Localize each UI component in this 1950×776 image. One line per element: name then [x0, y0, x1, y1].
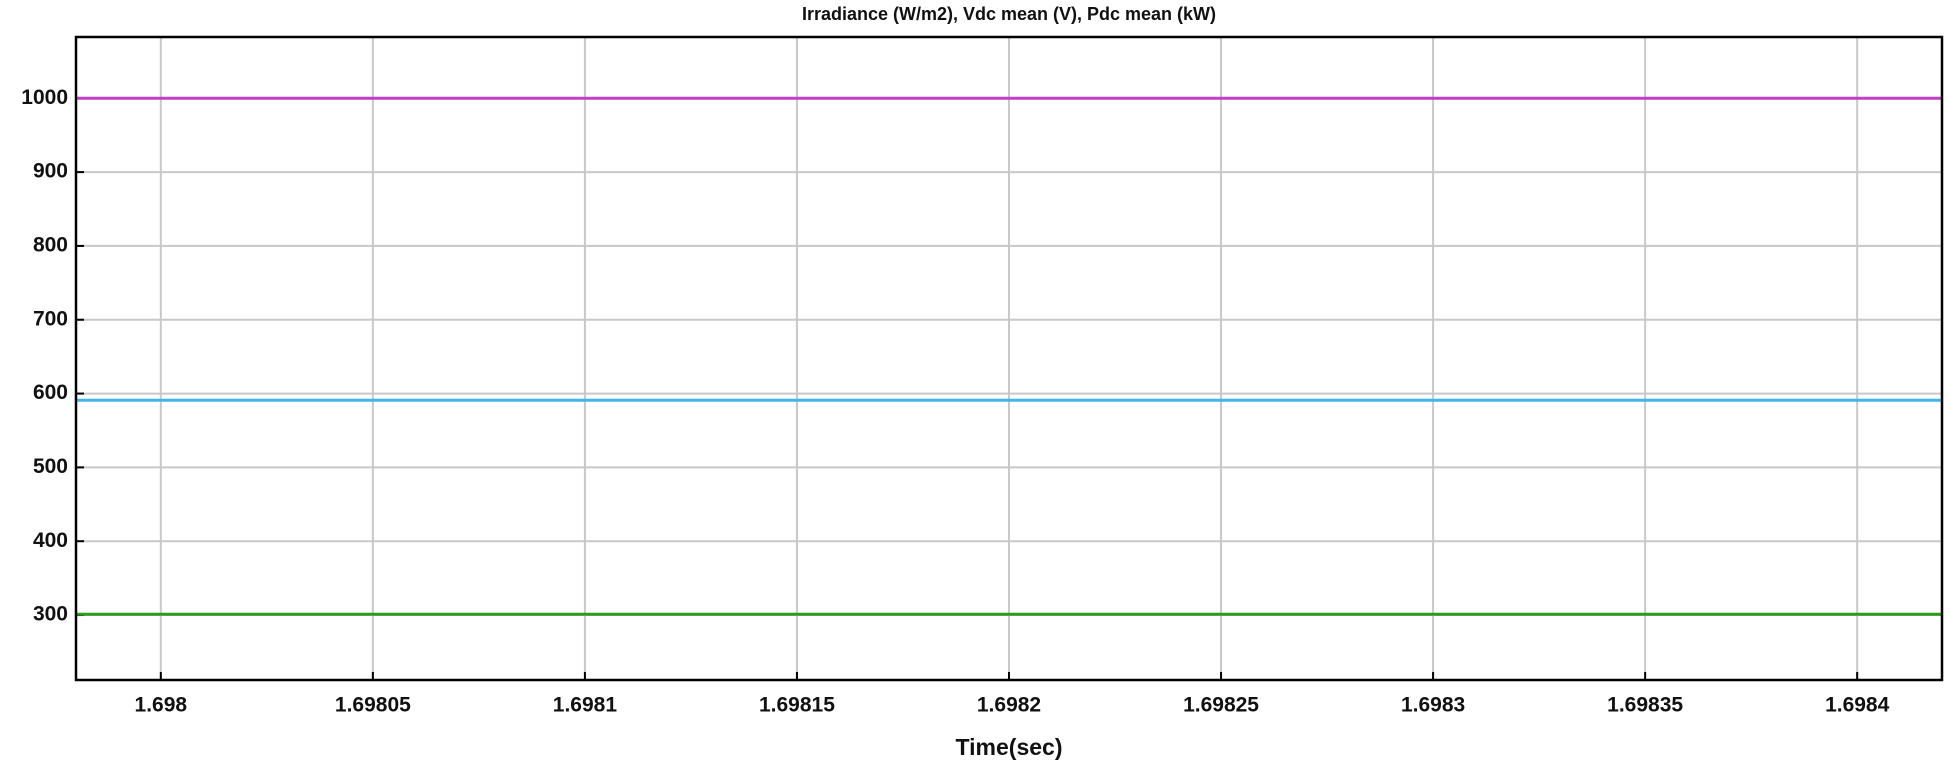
x-tick-label: 1.69805: [335, 694, 411, 717]
x-tick-label: 1.6983: [1401, 694, 1465, 717]
x-tick-label: 1.6984: [1825, 694, 1890, 717]
y-tick-label: 800: [33, 233, 68, 256]
x-tick-label: 1.6982: [977, 694, 1041, 717]
x-tick-label: 1.698: [135, 694, 188, 717]
y-tick-label: 600: [33, 381, 68, 404]
x-tick-label: 1.69815: [759, 694, 835, 717]
y-tick-label: 700: [33, 307, 68, 330]
plot-frame: [74, 35, 1944, 682]
x-axis-label: Time(sec): [956, 734, 1063, 760]
x-tick-label: 1.69835: [1607, 694, 1683, 717]
y-tick-label: 300: [33, 603, 68, 626]
y-tick-label: 900: [33, 160, 68, 183]
y-tick-label: 1000: [21, 86, 68, 109]
chart-title: Irradiance (W/m2), Vdc mean (V), Pdc mea…: [802, 4, 1216, 24]
x-tick-label: 1.69825: [1183, 694, 1259, 717]
x-tick-label: 1.6981: [553, 694, 618, 717]
y-tick-label: 500: [33, 455, 68, 478]
y-tick-label: 400: [33, 529, 68, 552]
